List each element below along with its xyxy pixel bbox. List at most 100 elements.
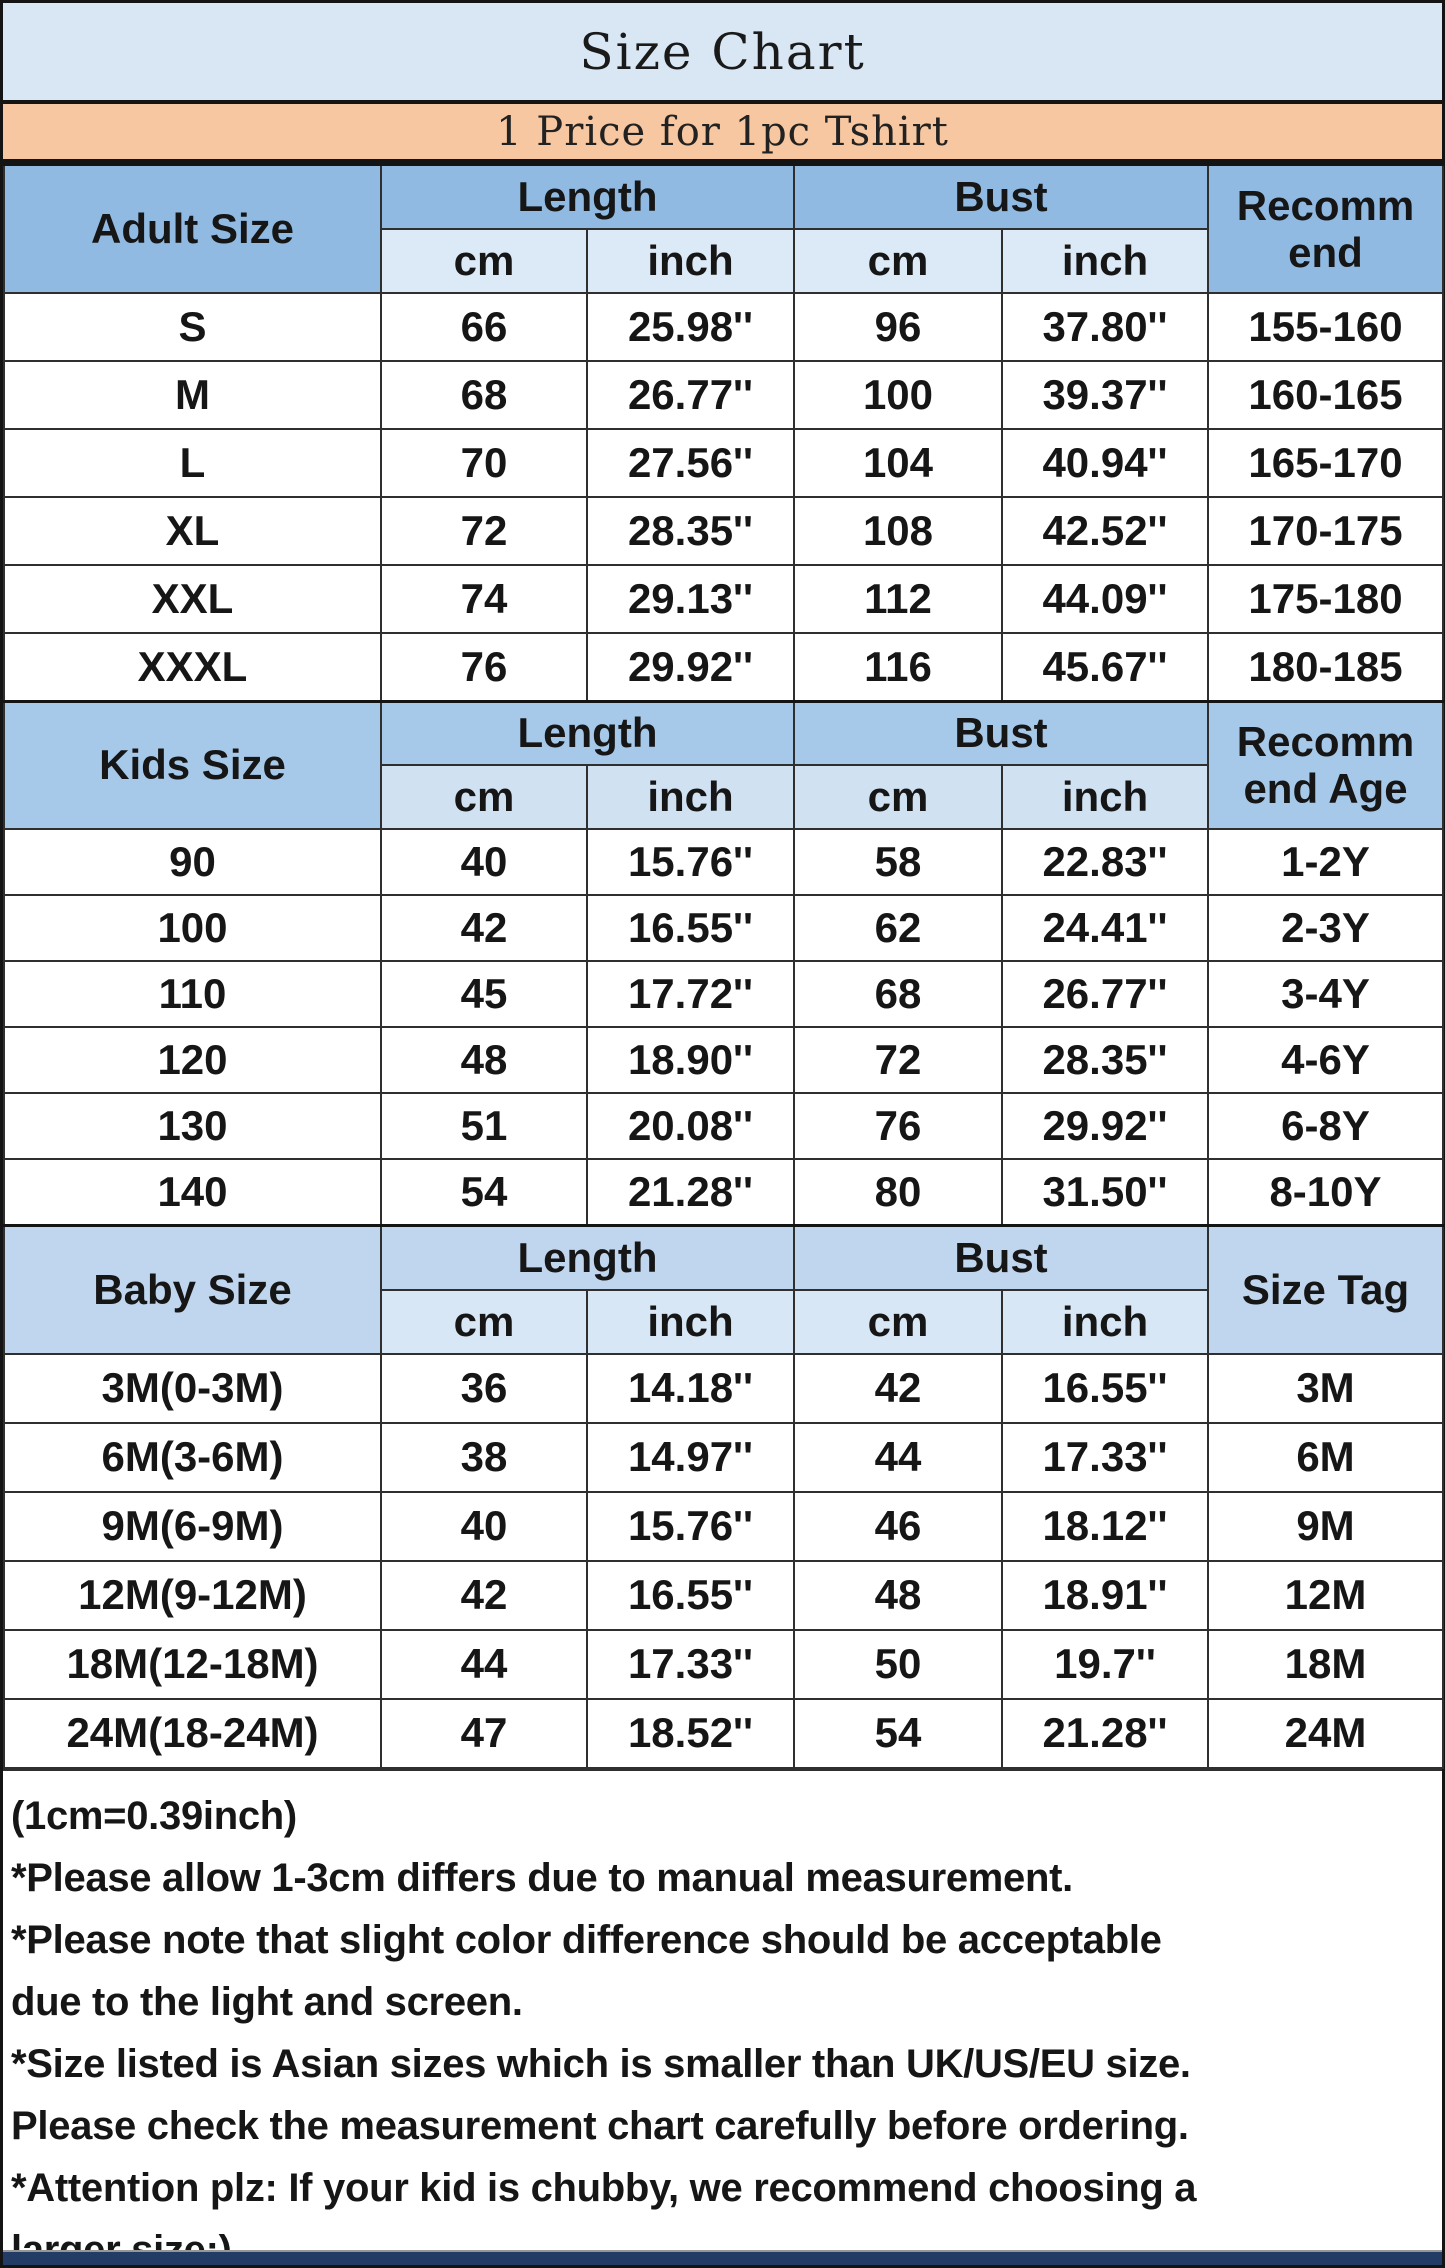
length-inch-cell: 17.33'' bbox=[586, 1628, 795, 1700]
recommend-cell: 3M bbox=[1207, 1352, 1444, 1424]
bust-inch-cell: 17.33'' bbox=[1001, 1421, 1209, 1493]
adult-recommend-header: Recomm end bbox=[1207, 163, 1444, 294]
length-cm-cell: 51 bbox=[380, 1092, 588, 1160]
size-cell: L bbox=[3, 427, 382, 498]
length-inch-cell: 16.55'' bbox=[586, 894, 795, 962]
bust-inch-cell: 45.67'' bbox=[1001, 631, 1209, 702]
bust-cm-cell: 104 bbox=[793, 427, 1003, 498]
table-row: 120 48 18.90'' 72 28.35'' 4-6Y bbox=[3, 1026, 1444, 1094]
size-cell: 24M(18-24M) bbox=[3, 1697, 382, 1769]
bust-cm-cell: 48 bbox=[793, 1559, 1003, 1631]
size-cell: 130 bbox=[3, 1092, 382, 1160]
bust-cm-cell: 72 bbox=[793, 1026, 1003, 1094]
recommend-header-line: Size Tag bbox=[1241, 1266, 1410, 1314]
bust-cm-cell: 62 bbox=[793, 894, 1003, 962]
length-cm-cell: 76 bbox=[380, 631, 588, 702]
length-inch-cell: 28.35'' bbox=[586, 495, 795, 566]
table-row: XL 72 28.35'' 108 42.52'' 170-175 bbox=[3, 495, 1444, 566]
recommend-cell: 6-8Y bbox=[1207, 1092, 1444, 1160]
subcol-length-inch: inch bbox=[586, 227, 795, 294]
size-cell: 3M(0-3M) bbox=[3, 1352, 382, 1424]
bottom-blue-bar bbox=[3, 2250, 1442, 2265]
length-cm-cell: 48 bbox=[380, 1026, 588, 1094]
length-inch-cell: 20.08'' bbox=[586, 1092, 795, 1160]
kids-section-label: Kids Size bbox=[3, 699, 382, 830]
kids-header-row: Kids Size Length Bust Recomm end Age bbox=[3, 699, 1444, 830]
size-cell: XXL bbox=[3, 563, 382, 634]
table-row: XXXL 76 29.92'' 116 45.67'' 180-185 bbox=[3, 631, 1444, 702]
recommend-cell: 175-180 bbox=[1207, 563, 1444, 634]
length-inch-cell: 26.77'' bbox=[586, 359, 795, 430]
length-cm-cell: 36 bbox=[380, 1352, 588, 1424]
length-cm-cell: 68 bbox=[380, 359, 588, 430]
subcol-bust-cm: cm bbox=[793, 1288, 1003, 1355]
bust-inch-cell: 24.41'' bbox=[1001, 894, 1209, 962]
bust-inch-cell: 22.83'' bbox=[1001, 828, 1209, 896]
recommend-header-line: end Age bbox=[1243, 765, 1408, 813]
recommend-header-line: end bbox=[1288, 228, 1363, 276]
length-cm-cell: 38 bbox=[380, 1421, 588, 1493]
recommend-cell: 170-175 bbox=[1207, 495, 1444, 566]
length-inch-cell: 17.72'' bbox=[586, 960, 795, 1028]
recommend-cell: 180-185 bbox=[1207, 631, 1444, 702]
subcol-bust-cm: cm bbox=[793, 227, 1003, 294]
footer-note-line: Please check the measurement chart caref… bbox=[11, 2103, 1189, 2148]
recommend-cell: 8-10Y bbox=[1207, 1158, 1444, 1227]
subcol-bust-cm: cm bbox=[793, 764, 1003, 830]
recommend-cell: 160-165 bbox=[1207, 359, 1444, 430]
bust-cm-cell: 76 bbox=[793, 1092, 1003, 1160]
recommend-cell: 3-4Y bbox=[1207, 960, 1444, 1028]
kids-subheader-row: cm inch cm inch bbox=[4, 764, 1443, 830]
recommend-cell: 1-2Y bbox=[1207, 828, 1444, 896]
size-cell: XXXL bbox=[3, 631, 382, 702]
subcol-length-cm: cm bbox=[380, 1288, 588, 1355]
adult-subheader-row: cm inch cm inch bbox=[4, 227, 1443, 294]
kids-bust-group-header: Bust bbox=[793, 699, 1209, 766]
baby-subheader-row: cm inch cm inch bbox=[4, 1288, 1443, 1355]
adult-length-group-header: Length bbox=[380, 163, 795, 230]
length-cm-cell: 45 bbox=[380, 960, 588, 1028]
baby-bust-group-header: Bust bbox=[793, 1224, 1209, 1291]
bust-inch-cell: 40.94'' bbox=[1001, 427, 1209, 498]
recommend-header-line: Recomm bbox=[1236, 718, 1415, 766]
bust-inch-cell: 42.52'' bbox=[1001, 495, 1209, 566]
bust-inch-cell: 26.77'' bbox=[1001, 960, 1209, 1028]
size-cell: 18M(12-18M) bbox=[3, 1628, 382, 1700]
bust-cm-cell: 58 bbox=[793, 828, 1003, 896]
adult-header-row: Adult Size Length Bust Recomm end bbox=[3, 163, 1444, 294]
table-row: XXL 74 29.13'' 112 44.09'' 175-180 bbox=[3, 563, 1444, 634]
bust-inch-cell: 29.92'' bbox=[1001, 1092, 1209, 1160]
length-cm-cell: 40 bbox=[380, 828, 588, 896]
length-inch-cell: 14.18'' bbox=[586, 1352, 795, 1424]
bust-cm-cell: 42 bbox=[793, 1352, 1003, 1424]
bust-cm-cell: 96 bbox=[793, 291, 1003, 362]
subcol-bust-inch: inch bbox=[1001, 1288, 1209, 1355]
length-inch-cell: 14.97'' bbox=[586, 1421, 795, 1493]
subcol-length-inch: inch bbox=[586, 764, 795, 830]
bust-inch-cell: 44.09'' bbox=[1001, 563, 1209, 634]
bust-inch-cell: 19.7'' bbox=[1001, 1628, 1209, 1700]
size-cell: XL bbox=[3, 495, 382, 566]
length-cm-cell: 74 bbox=[380, 563, 588, 634]
table-row: 140 54 21.28'' 80 31.50'' 8-10Y bbox=[3, 1158, 1444, 1227]
subcol-bust-inch: inch bbox=[1001, 764, 1209, 830]
length-inch-cell: 29.92'' bbox=[586, 631, 795, 702]
size-cell: S bbox=[3, 291, 382, 362]
table-row: L 70 27.56'' 104 40.94'' 165-170 bbox=[3, 427, 1444, 498]
size-cell: M bbox=[3, 359, 382, 430]
length-inch-cell: 16.55'' bbox=[586, 1559, 795, 1631]
table-row: 9M(6-9M) 40 15.76'' 46 18.12'' 9M bbox=[3, 1490, 1444, 1562]
size-table: Adult Size Length Bust Recomm end cm inc… bbox=[3, 163, 1444, 1769]
footer-note-line: larger size:) bbox=[11, 2227, 232, 2251]
length-inch-cell: 15.76'' bbox=[586, 828, 795, 896]
size-cell: 90 bbox=[3, 828, 382, 896]
bust-cm-cell: 112 bbox=[793, 563, 1003, 634]
size-cell: 12M(9-12M) bbox=[3, 1559, 382, 1631]
table-row: 130 51 20.08'' 76 29.92'' 6-8Y bbox=[3, 1092, 1444, 1160]
bust-inch-cell: 21.28'' bbox=[1001, 1697, 1209, 1769]
recommend-cell: 18M bbox=[1207, 1628, 1444, 1700]
size-cell: 100 bbox=[3, 894, 382, 962]
baby-section-label: Baby Size bbox=[3, 1224, 382, 1355]
table-row: 3M(0-3M) 36 14.18'' 42 16.55'' 3M bbox=[3, 1352, 1444, 1424]
length-inch-cell: 25.98'' bbox=[586, 291, 795, 362]
